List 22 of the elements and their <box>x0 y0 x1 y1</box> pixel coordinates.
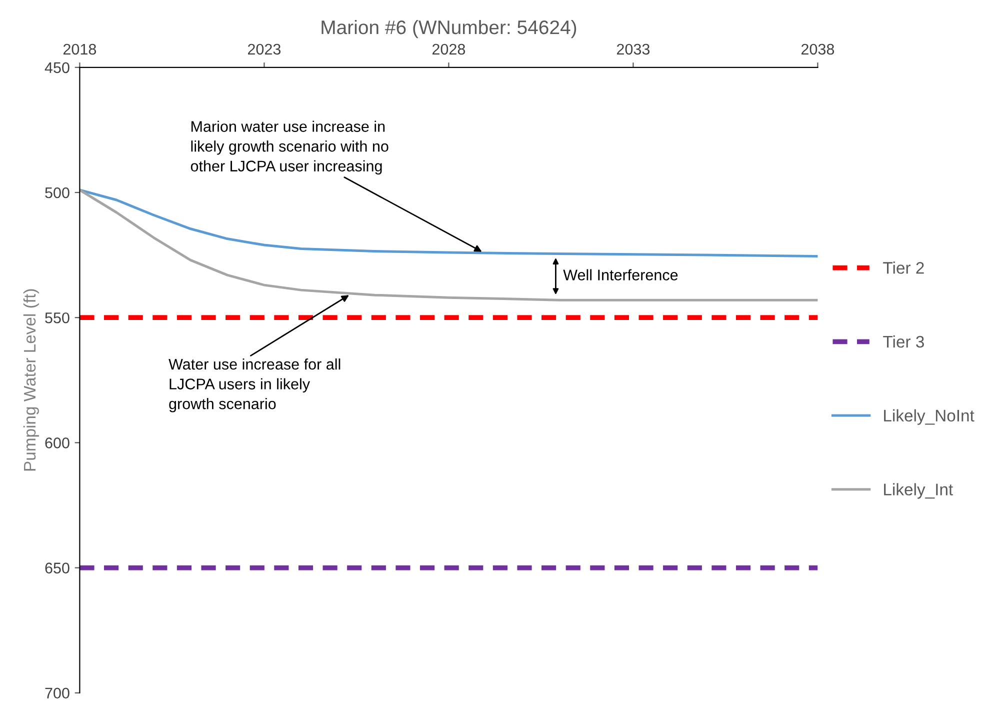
y-tick-label: 700 <box>45 688 70 699</box>
annotation: Water use increase for all LJCPA users in likely growth scenario <box>168 358 340 412</box>
x-tick-label: 2033 <box>616 44 650 55</box>
legend-label: Tier 3 <box>883 335 924 348</box>
y-tick-label: 450 <box>44 62 70 74</box>
y-tick-label: 650 <box>45 562 70 574</box>
y-tick-label: 550 <box>45 312 70 324</box>
line-series <box>80 188 818 302</box>
x-tick-label: 2038 <box>801 44 834 55</box>
legend-label: Likely_Int <box>884 483 953 499</box>
line-series <box>80 188 818 258</box>
annotation: Marion water use increase in likely growth scenario with no other LJCPA user increasing <box>190 120 388 175</box>
y-axis-title: Pumping Water Level (ft) <box>23 289 39 471</box>
annotation: Well Interference <box>563 269 678 280</box>
y-tick-label: 600 <box>45 438 70 448</box>
x-tick-label: 2018 <box>63 44 96 55</box>
chart-title: Marion #6 (WNumber: 54624) <box>322 20 576 38</box>
x-tick-label: 2028 <box>432 44 466 55</box>
legend-label: Tier 2 <box>883 262 924 274</box>
y-tick-label: 500 <box>45 187 70 198</box>
x-tick-label: 2023 <box>248 44 281 55</box>
legend-label: Likely_NoInt <box>884 409 974 425</box>
